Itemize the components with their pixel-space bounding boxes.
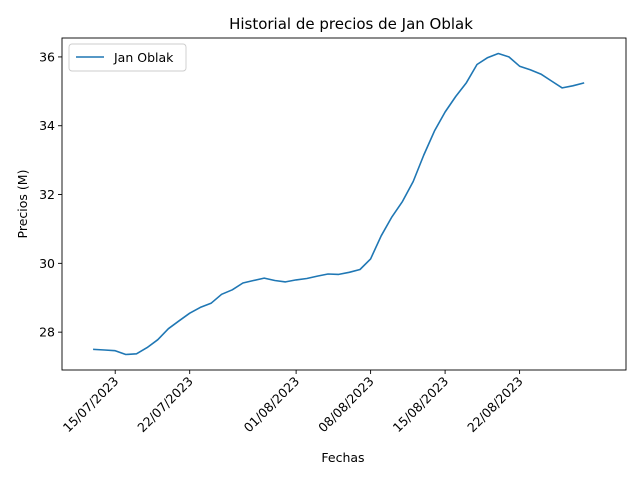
x-tick-label: 22/08/2023 bbox=[464, 374, 526, 436]
x-tick-label: 22/07/2023 bbox=[134, 374, 196, 436]
plot-frame bbox=[61, 37, 627, 371]
x-tick-label: 15/07/2023 bbox=[60, 374, 122, 436]
x-axis: 15/07/2023 22/07/2023 01/08/2023 08/08/2023… bbox=[60, 370, 526, 435]
x-tick-label: 08/08/2023 bbox=[315, 374, 377, 436]
plot-area: 28 30 32 34 36 15/07/2023 22/07/2023 01/08/202… bbox=[39, 37, 627, 435]
y-tick-label: 32 bbox=[39, 187, 55, 202]
y-axis-label: Precios (M) bbox=[15, 170, 30, 239]
legend-box bbox=[68, 43, 187, 72]
legend: Jan Oblak bbox=[68, 43, 187, 72]
y-tick-label: 28 bbox=[39, 325, 55, 340]
x-tick-label: 15/08/2023 bbox=[390, 374, 452, 436]
x-axis-label: Fechas bbox=[321, 450, 364, 465]
y-axis: 28 30 32 34 36 bbox=[39, 49, 62, 340]
y-tick-label: 30 bbox=[39, 256, 55, 271]
y-tick-label: 36 bbox=[39, 49, 55, 64]
y-tick-label: 34 bbox=[39, 118, 55, 133]
chart-title: Historial de precios de Jan Oblak bbox=[229, 15, 473, 33]
x-tick-label: 01/08/2023 bbox=[241, 374, 303, 436]
legend-label: Jan Oblak bbox=[113, 50, 174, 65]
series-line-jan-oblak bbox=[93, 52, 585, 356]
